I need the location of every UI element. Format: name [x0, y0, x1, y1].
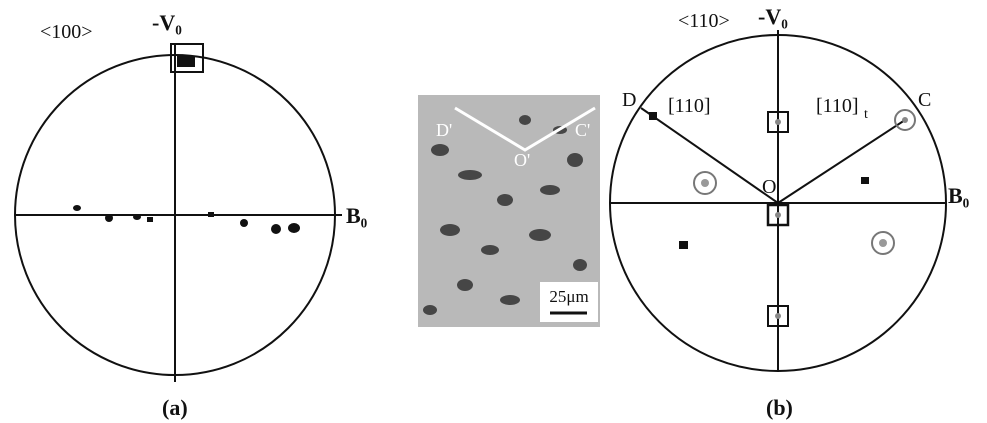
pole-dot	[240, 219, 248, 227]
pole-dot	[775, 119, 781, 125]
axis-label: B₀	[346, 203, 368, 228]
panel-a	[15, 44, 342, 382]
figure: <100> -V₀ B₀ (a) 25μm D' O' C'	[0, 0, 987, 423]
pole-dot	[105, 214, 113, 222]
caption: (a)	[162, 395, 188, 420]
pole-dot	[775, 212, 781, 218]
axis-label: B₀	[948, 183, 970, 208]
pole-dot	[879, 239, 887, 247]
pole-dot	[649, 112, 657, 120]
point-label: C	[918, 89, 931, 111]
micrograph: 25μm D' O' C'	[418, 95, 600, 327]
pole-dot	[271, 224, 281, 234]
point-label: O	[762, 176, 776, 198]
point-label: D	[622, 89, 636, 111]
pole-dot	[73, 205, 81, 211]
pole-dot	[679, 241, 688, 249]
pole-dot	[133, 214, 141, 220]
orientation-label: <110>	[678, 10, 730, 32]
panel-b	[610, 30, 946, 372]
scale-label: 25μm	[549, 287, 588, 306]
point-label: D'	[436, 120, 452, 140]
pole-dot	[861, 177, 869, 184]
pole-dot	[177, 56, 195, 67]
page: <100> -V₀ B₀ (a) 25μm D' O' C'	[0, 0, 987, 423]
axis-label: -V₀	[758, 4, 788, 29]
pole-dot	[775, 313, 781, 319]
pole-dot	[701, 179, 709, 187]
direction-label: [110]	[816, 95, 859, 117]
direction-line	[778, 120, 905, 203]
pole-dot	[208, 212, 214, 217]
direction-label: [110]	[668, 95, 711, 117]
pole-dot	[147, 217, 153, 222]
axis-label: -V₀	[152, 10, 182, 35]
caption: (b)	[766, 395, 793, 420]
point-label: O'	[514, 150, 530, 170]
direction-subscript: t	[864, 107, 868, 122]
point-label: C'	[575, 120, 590, 140]
direction-line	[641, 108, 778, 203]
pole-dot	[902, 117, 908, 123]
orientation-label: <100>	[40, 21, 93, 43]
pole-dot	[288, 223, 300, 233]
